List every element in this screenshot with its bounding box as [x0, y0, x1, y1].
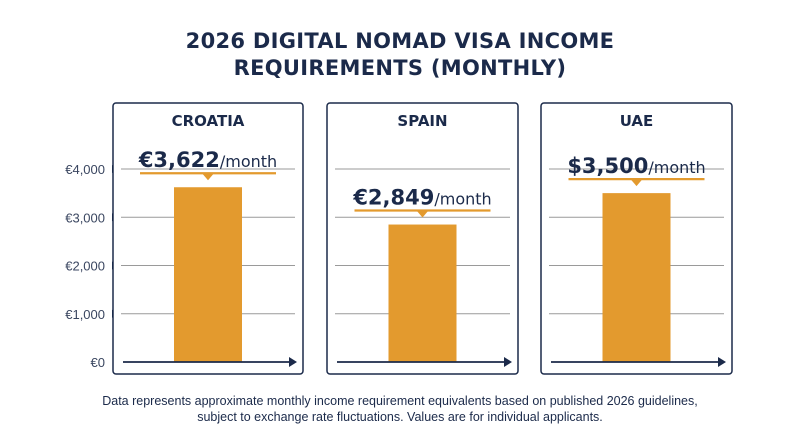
bar [388, 224, 457, 362]
y-tick-label: €4,000 [65, 162, 105, 177]
y-tick-label: €3,000 [65, 210, 105, 225]
value-amount: €2,849 [352, 186, 434, 210]
baseline-arrow-icon [718, 357, 726, 367]
y-tick-label: €1,000 [65, 307, 105, 322]
baseline-arrow-icon [289, 357, 297, 367]
panel-croatia: CROATIA €3,622/month [112, 102, 304, 375]
callout-pointer-icon [416, 210, 429, 218]
category-label: CROATIA [172, 112, 245, 130]
value-label: $3,500/month [567, 154, 705, 178]
chart-title: 2026 DIGITAL NOMAD VISA INCOME REQUIREME… [0, 28, 800, 82]
footnote-line-2: subject to exchange rate fluctuations. V… [197, 410, 603, 424]
value-unit: /month [648, 158, 705, 177]
value-unit: /month [220, 152, 277, 171]
category-label: UAE [620, 112, 654, 130]
panel-spain: SPAIN €2,849/month [326, 102, 519, 375]
category-label: SPAIN [397, 112, 447, 130]
callout-pointer-icon [630, 179, 643, 187]
value-unit: /month [434, 190, 491, 209]
baseline-arrow-icon [504, 357, 512, 367]
callout-pointer-icon [202, 173, 214, 181]
bar [174, 187, 242, 362]
value-label: €2,849/month [352, 186, 491, 210]
value-label: €3,622/month [138, 148, 277, 172]
footnote-line-1: Data represents approximate monthly inco… [102, 394, 698, 408]
panel-uae: UAE $3,500/month [540, 102, 733, 375]
bar [602, 193, 671, 362]
y-tick-label: €0 [91, 355, 105, 370]
value-amount: €3,622 [138, 148, 220, 172]
value-amount: $3,500 [567, 154, 648, 178]
y-tick-label: €2,000 [65, 259, 105, 274]
footnote: Data represents approximate monthly inco… [0, 393, 800, 425]
chart-title-line-1: 2026 DIGITAL NOMAD VISA INCOME [185, 29, 615, 53]
chart-title-line-2: REQUIREMENTS (MONTHLY) [233, 56, 567, 80]
